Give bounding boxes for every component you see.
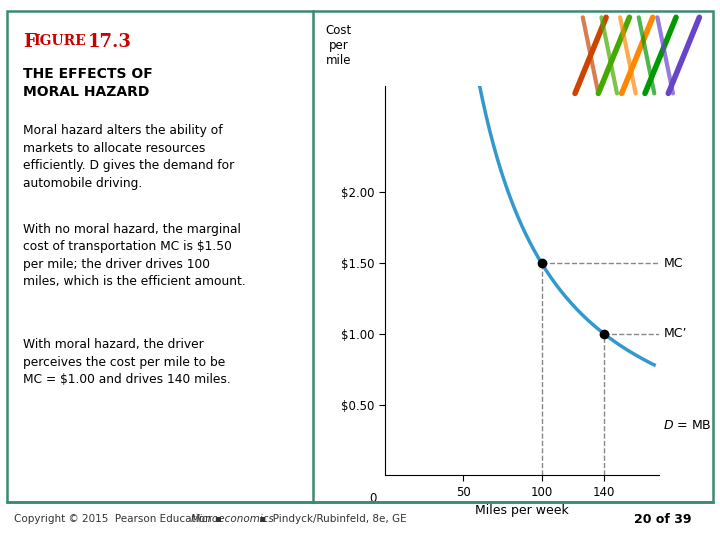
X-axis label: Miles per week: Miles per week <box>475 504 569 517</box>
Text: F: F <box>23 33 36 51</box>
Text: IGURE: IGURE <box>33 35 86 49</box>
Text: 20 of 39: 20 of 39 <box>634 513 691 526</box>
Text: With no moral hazard, the marginal
cost of transportation MC is $1.50
per mile; : With no moral hazard, the marginal cost … <box>23 223 246 288</box>
Text: Copyright © 2015  Pearson Education ▪: Copyright © 2015 Pearson Education ▪ <box>14 515 229 524</box>
Text: Moral hazard alters the ability of
markets to allocate resources
efficiently. D : Moral hazard alters the ability of marke… <box>23 124 234 190</box>
Text: Cost
per
mile: Cost per mile <box>325 24 351 67</box>
Text: MC: MC <box>664 256 683 269</box>
Text: THE EFFECTS OF
MORAL HAZARD: THE EFFECTS OF MORAL HAZARD <box>23 66 153 98</box>
Text: 17.3: 17.3 <box>88 33 132 51</box>
Text: $D$ = MB: $D$ = MB <box>664 419 712 432</box>
Text: ▪  Pindyck/Rubinfeld, 8e, GE: ▪ Pindyck/Rubinfeld, 8e, GE <box>256 515 406 524</box>
Text: 0: 0 <box>369 492 377 505</box>
Text: With moral hazard, the driver
perceives the cost per mile to be
MC = $1.00 and d: With moral hazard, the driver perceives … <box>23 338 231 386</box>
Text: MC’: MC’ <box>664 327 687 340</box>
Text: Microeconomics: Microeconomics <box>191 515 274 524</box>
